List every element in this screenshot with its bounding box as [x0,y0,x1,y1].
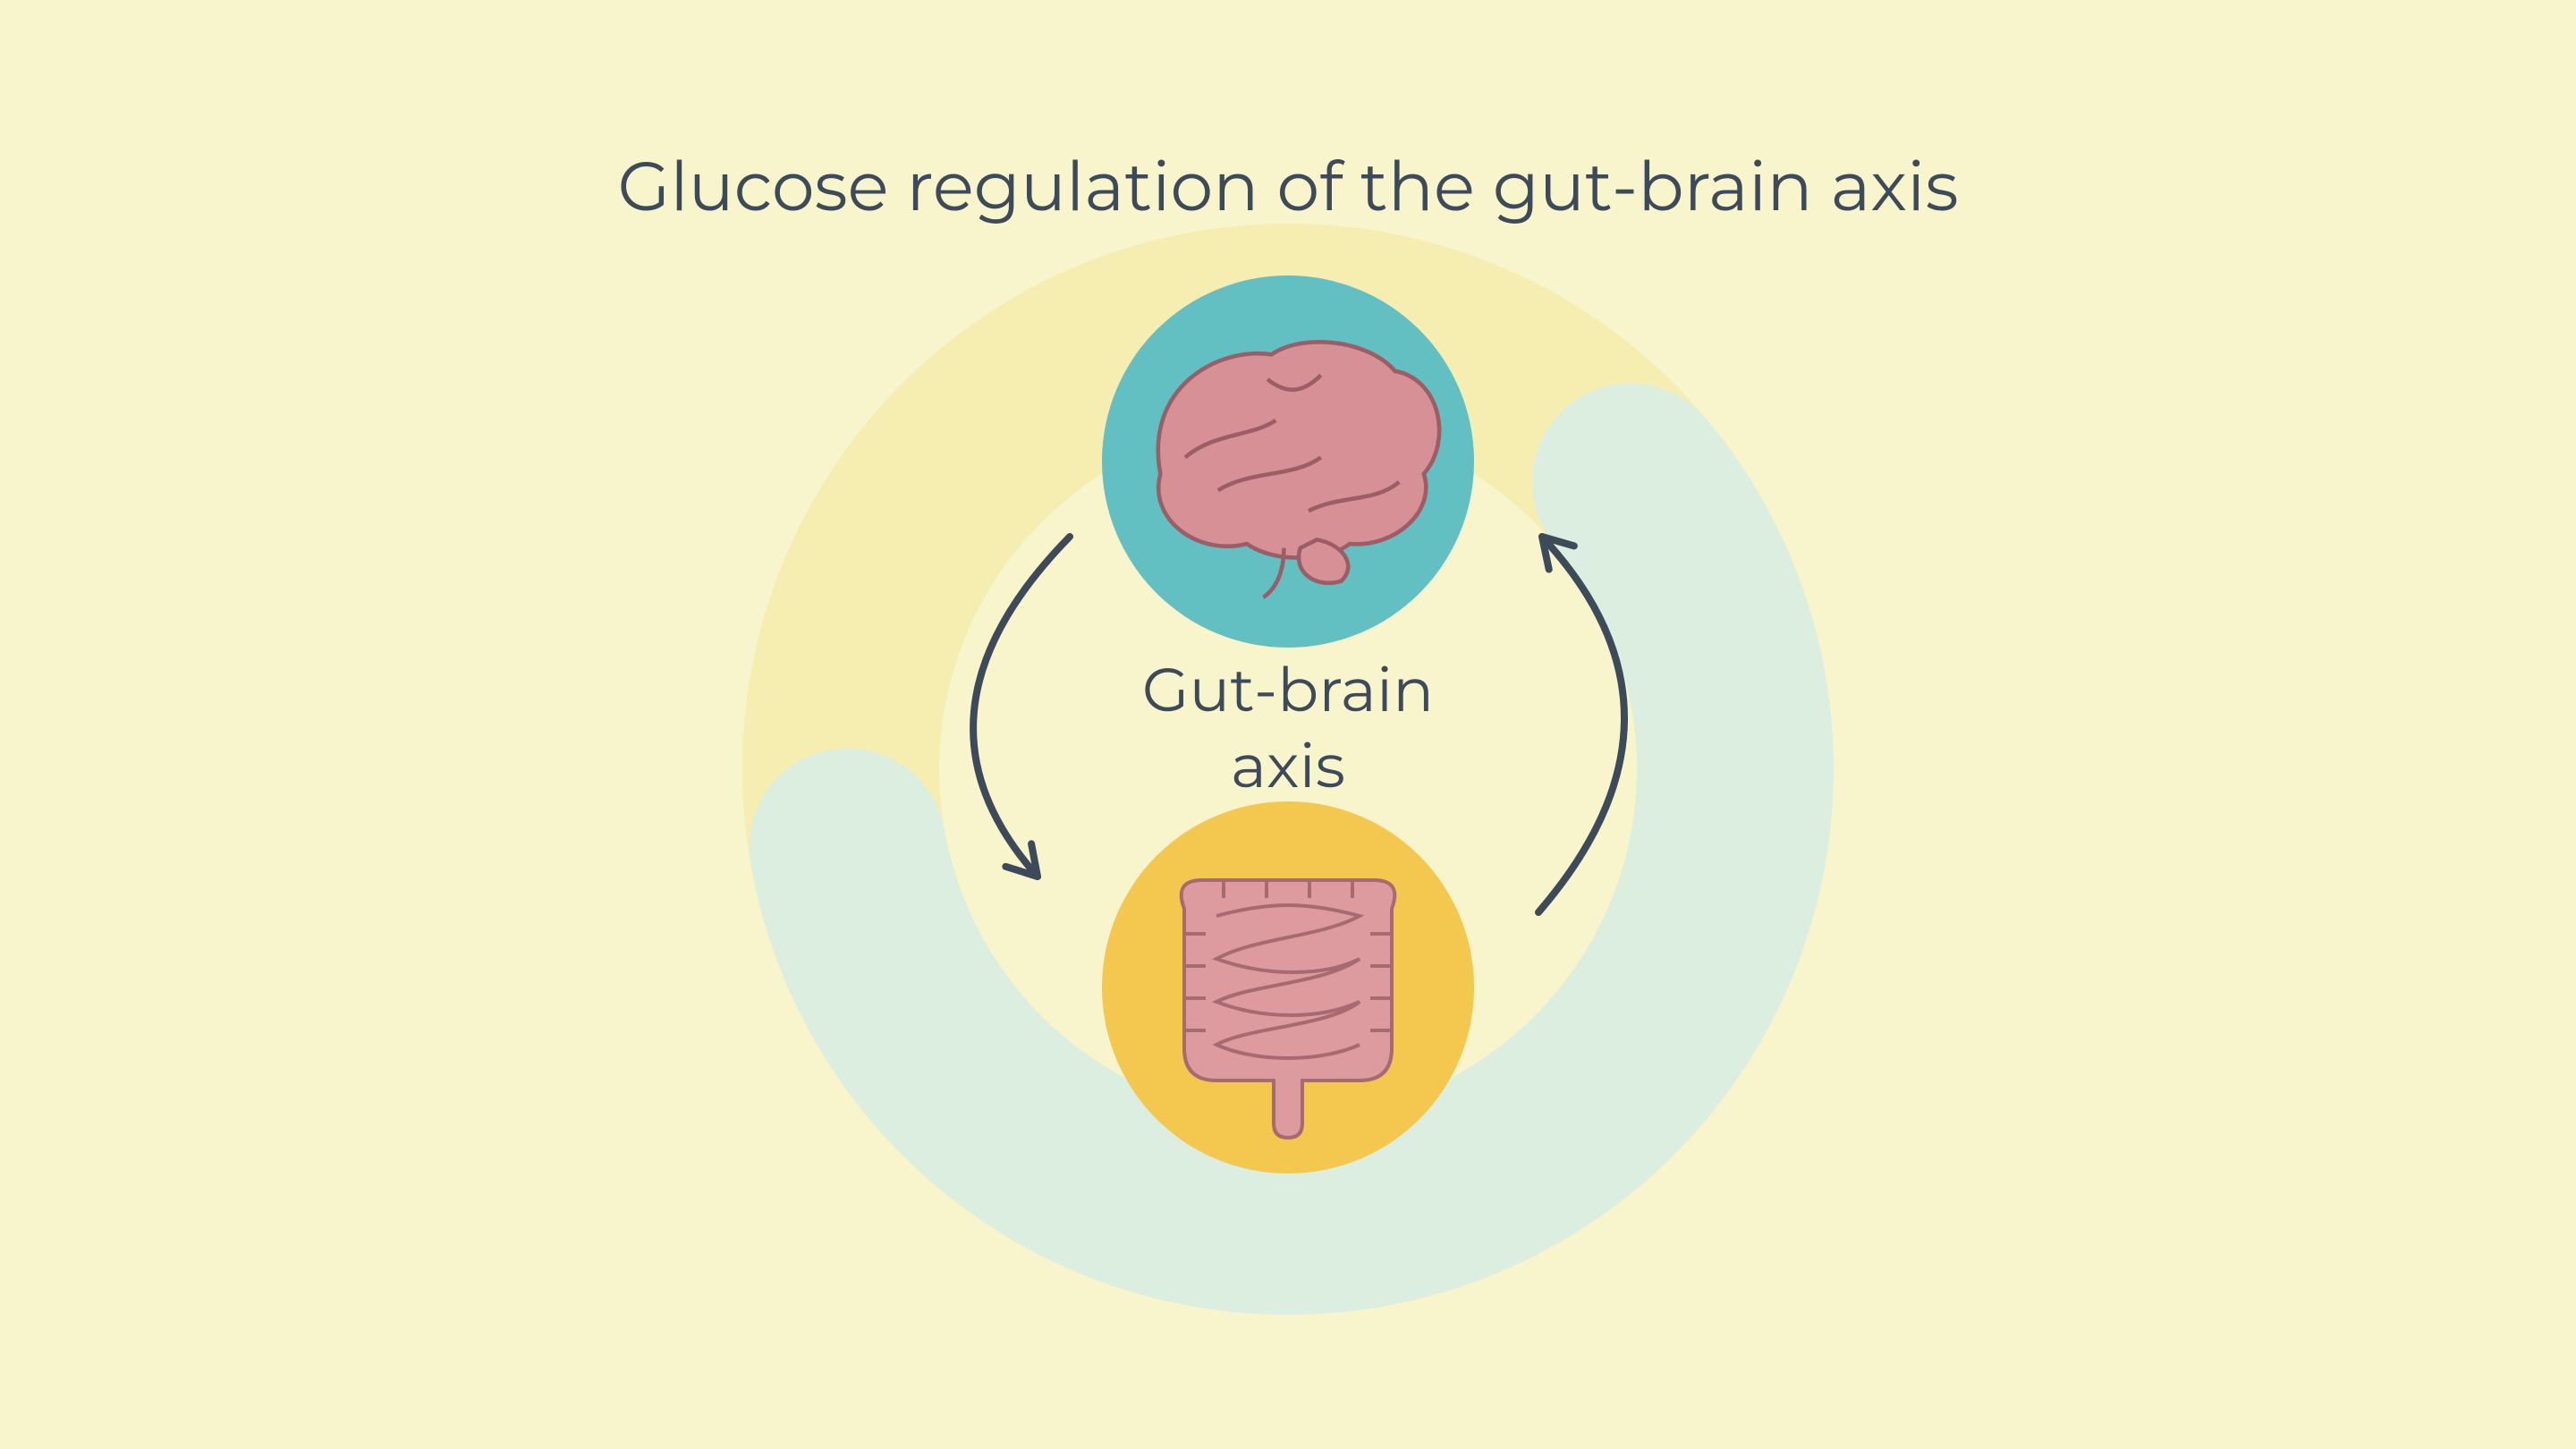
arrow-gut-to-brain [1538,537,1624,912]
diagram-layer [0,0,2576,1449]
diagram-stage: Glucose regulation of the gut-brain axis… [0,0,2576,1449]
arrow-brain-to-gut [973,537,1070,877]
node-gut [1102,801,1474,1174]
node-brain [1102,275,1474,648]
